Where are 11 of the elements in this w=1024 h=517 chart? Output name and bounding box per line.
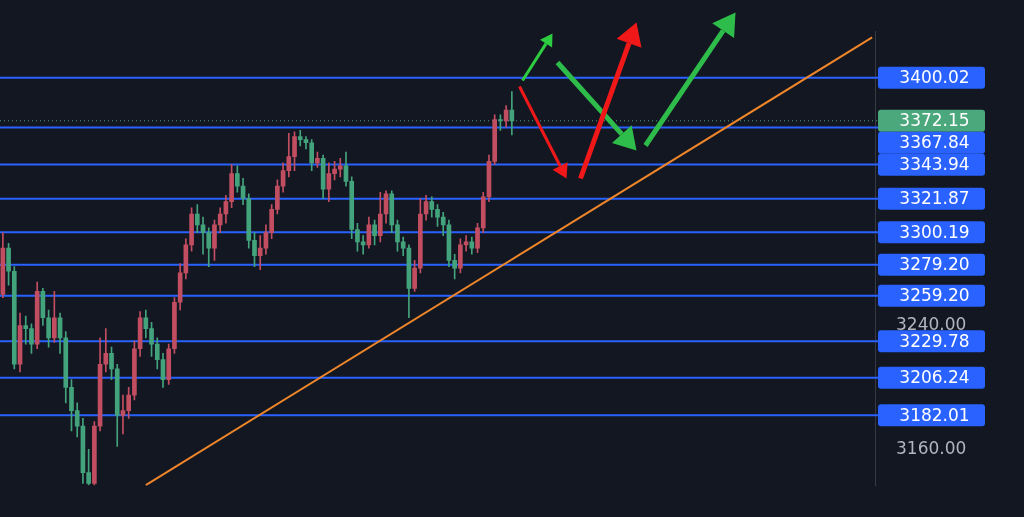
ref-line-label: 3367.84: [899, 132, 970, 153]
ref-line-label: 3300.19: [899, 221, 970, 242]
y-tick-label: 3160.00: [896, 437, 967, 458]
ref-line-label: 3372.15: [899, 110, 970, 131]
ref-line-label: 3206.24: [899, 367, 970, 388]
ref-line-label: 3259.20: [899, 285, 970, 306]
ref-line-label: 3182.01: [899, 404, 970, 425]
ref-line-label: 3321.87: [899, 188, 970, 209]
ref-line-label: 3400.02: [899, 67, 970, 88]
ref-line-label: 3279.20: [899, 254, 970, 275]
ref-line-label: 3343.94: [899, 154, 970, 175]
